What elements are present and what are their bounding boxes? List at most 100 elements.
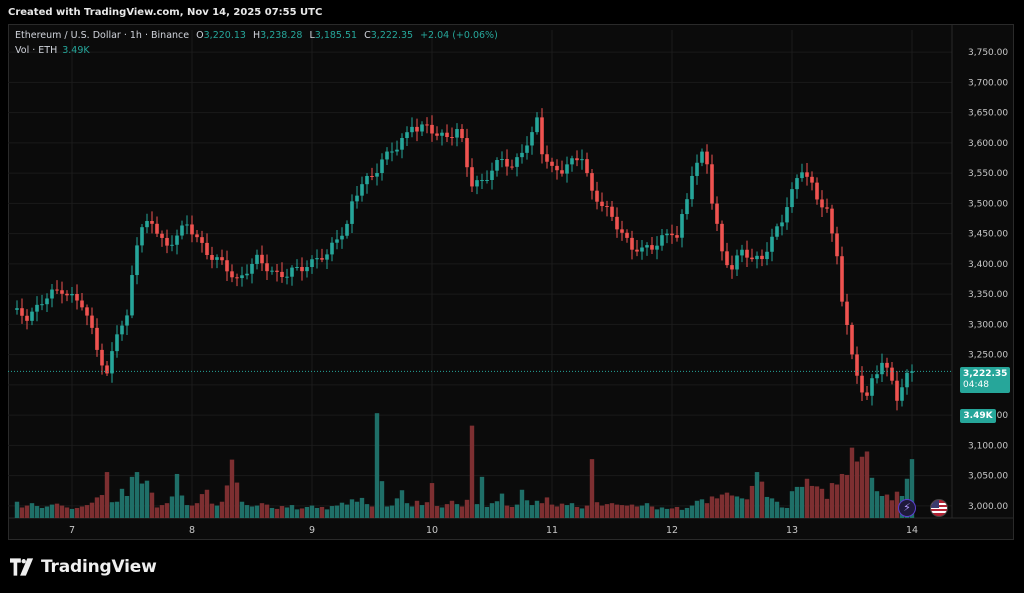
volume-bar: [504, 505, 510, 518]
volume-bar: [424, 502, 430, 518]
volume-legend-label[interactable]: Vol · ETH: [15, 45, 58, 56]
y-tick-label: 3,300.00: [968, 320, 1008, 330]
lightning-icon[interactable]: ⚡: [898, 499, 916, 517]
candle-body: [235, 277, 239, 279]
candle-body: [475, 180, 479, 187]
candle-body: [905, 372, 909, 388]
candlestick-chart[interactable]: 3,000.003,050.003,100.003,150.003,200.00…: [8, 24, 1014, 540]
volume-bar: [739, 498, 745, 518]
candle-body: [810, 176, 814, 183]
candle-body: [255, 254, 259, 264]
candle-body: [730, 265, 734, 270]
candle-body: [355, 195, 359, 202]
volume-bar: [19, 507, 25, 518]
volume-bar: [889, 500, 895, 518]
x-tick-label: 7: [69, 525, 75, 536]
volume-bar: [239, 501, 245, 518]
volume-bar: [879, 495, 885, 518]
volume-bar: [409, 506, 415, 518]
symbol-title[interactable]: Ethereum / U.S. Dollar · 1h · Binance: [15, 30, 190, 41]
y-tick-label: 3,500.00: [968, 199, 1008, 209]
candle-body: [645, 245, 649, 248]
candle-body: [105, 365, 109, 374]
volume-bar: [784, 507, 790, 518]
candle-body: [170, 244, 174, 246]
volume-series: [14, 413, 915, 518]
candle-body: [135, 245, 139, 276]
volume-bar: [224, 485, 230, 518]
volume-bar: [264, 504, 270, 518]
us-flag-icon[interactable]: [930, 499, 948, 517]
candle-body: [630, 237, 634, 250]
candle-body: [205, 242, 209, 256]
tradingview-logo[interactable]: TradingView: [10, 557, 157, 577]
volume-bar: [324, 509, 330, 518]
candle-body: [735, 255, 739, 270]
candle-body: [690, 175, 694, 200]
y-tick-label: 3,750.00: [968, 48, 1008, 58]
y-tick-label: 3,400.00: [968, 260, 1008, 270]
price-axis[interactable]: 3,000.003,050.003,100.003,150.003,200.00…: [968, 48, 1008, 512]
volume-bar: [629, 504, 635, 518]
candle-body: [465, 138, 469, 168]
volume-bar: [764, 496, 770, 518]
candle-body: [765, 251, 769, 260]
volume-bar: [769, 498, 775, 518]
x-tick-label: 13: [786, 525, 798, 536]
symbol-legend: Ethereum / U.S. Dollar · 1h · Binance O3…: [15, 30, 498, 41]
volume-bar: [644, 503, 650, 518]
volume-bar: [234, 482, 240, 518]
volume-bar: [534, 500, 540, 518]
volume-bar: [334, 505, 340, 518]
candle-body: [20, 308, 24, 316]
volume-bar: [184, 505, 190, 518]
volume-bar: [799, 486, 805, 518]
volume-bar: [594, 502, 600, 518]
open-key: O: [196, 30, 204, 41]
candle-body: [470, 167, 474, 187]
candle-body: [545, 154, 549, 162]
candle-body: [385, 151, 389, 160]
candle-body: [750, 257, 754, 260]
candle-body: [50, 289, 54, 299]
candle-body: [325, 254, 329, 260]
volume-bar: [34, 506, 40, 518]
candle-body: [435, 133, 439, 136]
candle-body: [225, 260, 229, 272]
volume-bar: [814, 486, 820, 518]
candle-body: [510, 166, 514, 168]
candle-body: [175, 235, 179, 245]
volume-bar: [674, 506, 680, 518]
candle-body: [515, 157, 519, 167]
y-tick-label: 3,450.00: [968, 230, 1008, 240]
candle-body: [640, 247, 644, 252]
candle-body: [345, 223, 349, 236]
candle-body: [755, 255, 759, 260]
y-tick-label: 3,700.00: [968, 78, 1008, 88]
candle-body: [725, 251, 729, 266]
candle-body: [495, 160, 499, 171]
candle-body: [895, 380, 899, 401]
candle-body: [680, 214, 684, 238]
volume-bar: [329, 506, 335, 518]
time-axis[interactable]: 7 8 9 10 11 12 13 14: [69, 525, 918, 536]
candle-body: [890, 367, 894, 381]
volume-bar: [774, 501, 780, 518]
volume-bar: [24, 505, 30, 518]
volume-bar: [709, 496, 715, 518]
candle-body: [460, 129, 464, 139]
volume-bar: [554, 506, 560, 518]
candle-body: [165, 237, 169, 246]
low-key: L: [309, 30, 315, 41]
volume-bar: [544, 497, 550, 518]
candle-body: [240, 275, 244, 279]
volume-bar: [654, 509, 660, 518]
candle-body: [605, 206, 609, 208]
candle-body: [260, 254, 264, 264]
volume-bar: [624, 505, 630, 518]
volume-bar: [104, 472, 110, 518]
volume-bar: [394, 498, 400, 518]
candle-body: [800, 172, 804, 179]
volume-bar: [124, 495, 130, 518]
candle-body: [200, 237, 204, 243]
